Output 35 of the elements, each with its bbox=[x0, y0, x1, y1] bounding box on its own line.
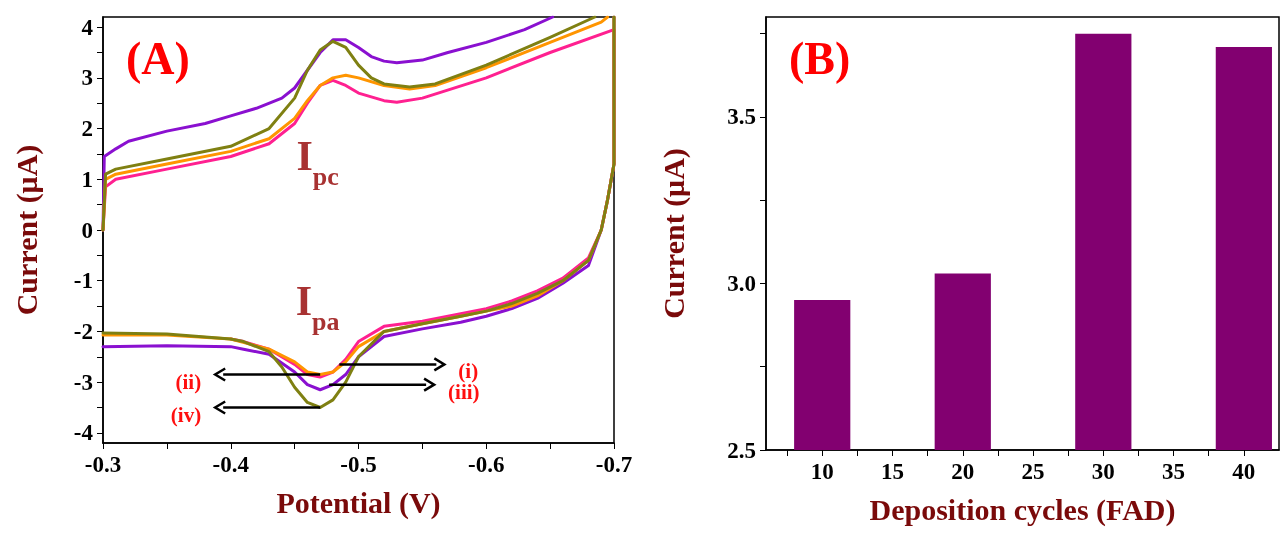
y-tick-label: -2 bbox=[73, 318, 93, 344]
chart-title: (A) bbox=[126, 32, 190, 84]
x-tick-label: 25 bbox=[1021, 459, 1045, 484]
x-tick-label: 40 bbox=[1232, 459, 1256, 484]
annotation: I$_{pc}$ bbox=[296, 133, 339, 191]
y-tick-label: 3.5 bbox=[727, 104, 756, 130]
y-tick-label: 2 bbox=[81, 116, 93, 142]
x-axis-title: Deposition cycles (FAD) bbox=[869, 492, 1176, 527]
y-tick-label: 2.5 bbox=[727, 437, 756, 463]
y-tick-label: 3.0 bbox=[727, 270, 756, 296]
y-axis-title: Current (μA) bbox=[9, 144, 44, 316]
x-axis-title: Potential (V) bbox=[276, 485, 441, 520]
x-tick-label: 35 bbox=[1162, 459, 1186, 484]
y-axis-title: Current (μA) bbox=[656, 148, 691, 319]
x-tick-label: -0.4 bbox=[212, 452, 250, 477]
x-tick-label: 30 bbox=[1091, 459, 1115, 484]
x-tick-label: 10 bbox=[810, 459, 834, 484]
x-tick-label: -0.7 bbox=[595, 452, 633, 477]
y-tick-label: 3 bbox=[81, 65, 93, 91]
chart-title: (B) bbox=[789, 32, 851, 84]
y-tick-label: -1 bbox=[73, 268, 93, 294]
x-tick-label: -0.3 bbox=[84, 452, 122, 477]
annotation: (i) bbox=[458, 359, 479, 384]
x-tick-label: 20 bbox=[951, 459, 975, 484]
annotation: (iv) bbox=[170, 402, 202, 427]
y-tick-label: -4 bbox=[73, 420, 94, 446]
annotation: (ii) bbox=[175, 369, 202, 394]
x-tick-label: -0.6 bbox=[468, 452, 505, 477]
y-tick-label: 0 bbox=[81, 217, 93, 243]
x-tick-label: 15 bbox=[880, 459, 904, 484]
annotation: I$_{pa}$ bbox=[295, 278, 340, 336]
y-tick-label: 4 bbox=[81, 14, 94, 40]
y-tick-label: 1 bbox=[81, 166, 93, 192]
y-tick-label: -3 bbox=[73, 369, 93, 395]
x-tick-label: -0.5 bbox=[340, 452, 377, 477]
